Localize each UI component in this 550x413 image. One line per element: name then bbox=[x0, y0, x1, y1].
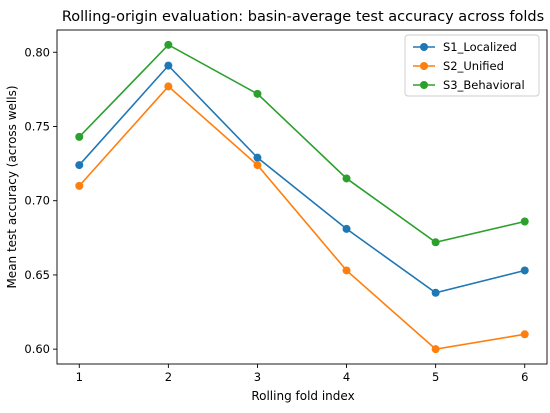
x-tick-label: 2 bbox=[165, 370, 172, 384]
legend-swatch-marker bbox=[420, 43, 428, 51]
legend-swatch-marker bbox=[420, 81, 428, 89]
data-point bbox=[342, 224, 351, 233]
data-point bbox=[520, 217, 529, 226]
data-point bbox=[75, 132, 84, 141]
y-tick-label: 0.65 bbox=[24, 268, 50, 282]
y-tick-label: 0.80 bbox=[24, 45, 50, 59]
y-tick-label: 0.70 bbox=[24, 194, 50, 208]
x-tick-label: 4 bbox=[343, 370, 350, 384]
series-line-1 bbox=[78, 64, 525, 294]
x-tick-label: 1 bbox=[76, 370, 83, 384]
data-point bbox=[431, 288, 440, 297]
data-point bbox=[342, 266, 351, 275]
legend-box bbox=[404, 34, 540, 97]
y-tick-label: 0.60 bbox=[24, 342, 50, 356]
data-point bbox=[75, 181, 84, 190]
plot-frame bbox=[56, 29, 548, 365]
chart-title: Rolling-origin evaluation: basin-average… bbox=[62, 9, 544, 25]
data-point bbox=[520, 266, 529, 275]
x-tick-label: 3 bbox=[254, 370, 261, 384]
data-point bbox=[253, 153, 262, 162]
plot-area: 1 2 3 4 5 6 0.60 0.65 0.70 0.75 0.80 S1_Localized S2… bbox=[24, 29, 548, 384]
y-tick-label: 0.75 bbox=[24, 119, 50, 133]
x-tick-label: 6 bbox=[521, 370, 528, 384]
data-point bbox=[75, 161, 84, 170]
data-point bbox=[342, 174, 351, 183]
data-point bbox=[431, 238, 440, 247]
series-line-3 bbox=[78, 43, 525, 244]
legend-label: S3_Behavioral bbox=[443, 78, 525, 92]
legend-label: S2_Unified bbox=[443, 59, 504, 73]
data-point bbox=[253, 89, 262, 98]
data-point bbox=[164, 82, 173, 91]
legend-swatch-marker bbox=[420, 62, 428, 70]
data-point bbox=[431, 345, 440, 354]
legend-label: S1_Localized bbox=[443, 40, 517, 54]
data-point bbox=[253, 161, 262, 170]
x-axis-label: Rolling fold index bbox=[251, 389, 354, 403]
y-axis-label: Mean test accuracy (across wells) bbox=[5, 85, 19, 288]
data-point bbox=[164, 40, 173, 49]
data-point bbox=[164, 61, 173, 70]
data-point bbox=[520, 330, 529, 339]
x-tick-label: 5 bbox=[432, 370, 439, 384]
series-line-2 bbox=[78, 85, 525, 351]
